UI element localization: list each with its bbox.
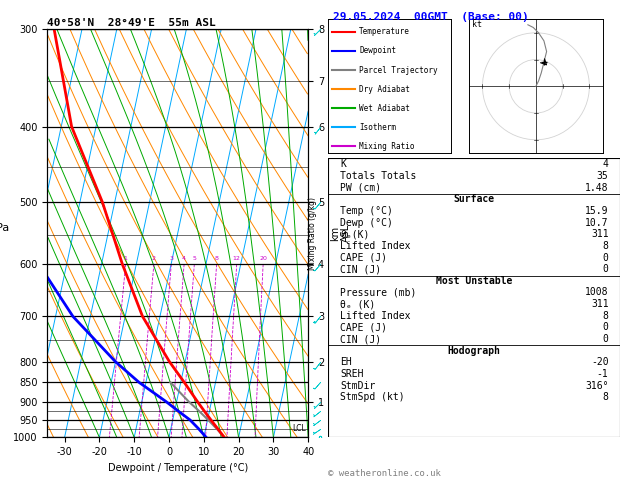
Text: Lifted Index: Lifted Index	[340, 241, 411, 251]
Text: © weatheronline.co.uk: © weatheronline.co.uk	[328, 469, 441, 478]
Text: 4: 4	[182, 256, 186, 261]
Text: θₑ(K): θₑ(K)	[340, 229, 369, 239]
Text: 0: 0	[603, 253, 608, 262]
Text: 0: 0	[603, 334, 608, 344]
Text: 8: 8	[603, 392, 608, 402]
Y-axis label: km
ASL: km ASL	[330, 224, 352, 243]
Text: Parcel Trajectory: Parcel Trajectory	[359, 66, 438, 74]
Text: θₑ (K): θₑ (K)	[340, 299, 376, 309]
Text: 1: 1	[124, 256, 128, 261]
Text: 8: 8	[603, 311, 608, 321]
Text: 0: 0	[603, 322, 608, 332]
Text: 15.9: 15.9	[585, 206, 608, 216]
Text: Hodograph: Hodograph	[448, 346, 501, 356]
Text: 311: 311	[591, 229, 608, 239]
Text: kt: kt	[472, 20, 482, 30]
Text: CIN (J): CIN (J)	[340, 334, 381, 344]
Text: -1: -1	[597, 369, 608, 379]
Text: 0: 0	[603, 264, 608, 274]
Text: Dewp (°C): Dewp (°C)	[340, 218, 393, 227]
Text: StmDir: StmDir	[340, 381, 376, 391]
X-axis label: Dewpoint / Temperature (°C): Dewpoint / Temperature (°C)	[108, 463, 248, 473]
Text: Totals Totals: Totals Totals	[340, 171, 416, 181]
Text: Surface: Surface	[454, 194, 495, 204]
Text: CAPE (J): CAPE (J)	[340, 253, 387, 262]
Text: -20: -20	[591, 357, 608, 367]
Text: Temp (°C): Temp (°C)	[340, 206, 393, 216]
Text: 40°58'N  28°49'E  55m ASL: 40°58'N 28°49'E 55m ASL	[47, 18, 216, 28]
Text: SREH: SREH	[340, 369, 364, 379]
Text: Lifted Index: Lifted Index	[340, 311, 411, 321]
Text: Mixing Ratio: Mixing Ratio	[359, 142, 415, 151]
Text: EH: EH	[340, 357, 352, 367]
Text: Isotherm: Isotherm	[359, 123, 396, 132]
Text: Pressure (mb): Pressure (mb)	[340, 287, 416, 297]
Text: Dry Adiabat: Dry Adiabat	[359, 85, 410, 94]
Y-axis label: hPa: hPa	[0, 223, 9, 233]
Text: 4: 4	[603, 159, 608, 169]
Text: 12: 12	[233, 256, 241, 261]
Text: 20: 20	[259, 256, 267, 261]
Text: 8: 8	[603, 241, 608, 251]
Text: Temperature: Temperature	[359, 27, 410, 36]
Text: 5: 5	[192, 256, 196, 261]
Text: 10.7: 10.7	[585, 218, 608, 227]
Text: 29.05.2024  00GMT  (Base: 00): 29.05.2024 00GMT (Base: 00)	[333, 12, 529, 22]
Text: CIN (J): CIN (J)	[340, 264, 381, 274]
Text: CAPE (J): CAPE (J)	[340, 322, 387, 332]
Text: Dewpoint: Dewpoint	[359, 47, 396, 55]
Text: K: K	[340, 159, 346, 169]
Text: 316°: 316°	[585, 381, 608, 391]
Text: LCL: LCL	[292, 424, 306, 434]
Text: 2: 2	[152, 256, 156, 261]
Text: 1.48: 1.48	[585, 183, 608, 192]
Text: 3: 3	[169, 256, 174, 261]
Text: Mixing Ratio (g/kg): Mixing Ratio (g/kg)	[308, 197, 317, 270]
Text: 35: 35	[597, 171, 608, 181]
Text: 8: 8	[214, 256, 218, 261]
Text: 311: 311	[591, 299, 608, 309]
Text: 1008: 1008	[585, 287, 608, 297]
Text: StmSpd (kt): StmSpd (kt)	[340, 392, 404, 402]
Text: PW (cm): PW (cm)	[340, 183, 381, 192]
Text: Wet Adiabat: Wet Adiabat	[359, 104, 410, 113]
Text: Most Unstable: Most Unstable	[436, 276, 513, 286]
